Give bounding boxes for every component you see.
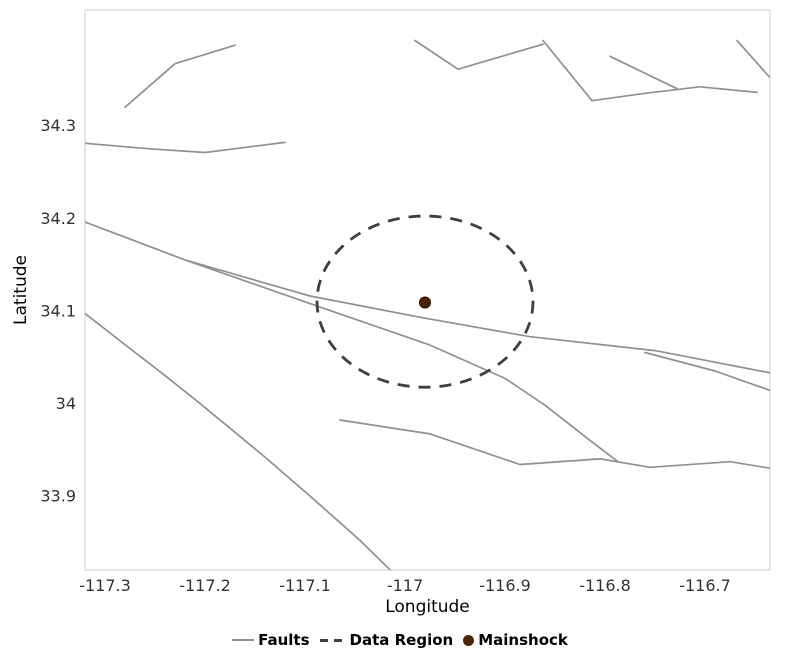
legend-item-faults: Faults bbox=[232, 631, 310, 649]
plot-panel bbox=[84, 9, 771, 571]
x-axis-title: Longitude bbox=[385, 597, 470, 617]
x-tick-label: -116.9 bbox=[479, 576, 531, 595]
legend-label-mainshock: Mainshock bbox=[478, 631, 568, 649]
x-tick-label: -117.2 bbox=[179, 576, 231, 595]
mainshock-dot-icon bbox=[463, 634, 475, 646]
legend-item-mainshock: Mainshock bbox=[463, 631, 568, 649]
x-tick-label: -117 bbox=[387, 576, 423, 595]
x-tick-label: -116.8 bbox=[579, 576, 631, 595]
legend-item-data-region: Data Region bbox=[319, 631, 454, 649]
fault-line bbox=[414, 39, 544, 71]
fault-line bbox=[609, 55, 678, 90]
mainshock-point bbox=[419, 296, 431, 309]
plot-content bbox=[85, 39, 770, 570]
fault-line bbox=[339, 419, 770, 470]
fault-line bbox=[736, 39, 770, 79]
legend: Faults Data Region Mainshock bbox=[0, 631, 800, 649]
legend-label-data-region: Data Region bbox=[349, 631, 454, 649]
y-tick-label: 34.3 bbox=[40, 116, 76, 135]
y-axis-title: Latitude bbox=[11, 255, 31, 325]
y-tick-label: 33.9 bbox=[40, 487, 76, 506]
y-tick-label: 34 bbox=[56, 394, 76, 413]
data-region-ellipse bbox=[315, 214, 535, 389]
legend-label-faults: Faults bbox=[258, 631, 310, 649]
x-tick-label: -117.1 bbox=[279, 576, 331, 595]
y-tick-label: 34.2 bbox=[40, 209, 76, 228]
fault-line bbox=[124, 44, 236, 109]
fault-line bbox=[85, 141, 286, 154]
fault-line bbox=[644, 351, 770, 392]
x-tick-label: -117.3 bbox=[79, 576, 131, 595]
map-plot: -117.3 -117.2 -117.1 -117 -116.9 -116.8 -116.7… bbox=[40, 9, 771, 595]
fault-line bbox=[184, 259, 619, 463]
faults-line-icon bbox=[232, 639, 255, 641]
fault-line bbox=[542, 39, 758, 102]
fault-line bbox=[85, 312, 392, 570]
x-tick-label: -116.7 bbox=[679, 576, 731, 595]
y-tick-label: 34.1 bbox=[40, 301, 76, 320]
data-region-dash-icon bbox=[319, 638, 346, 642]
